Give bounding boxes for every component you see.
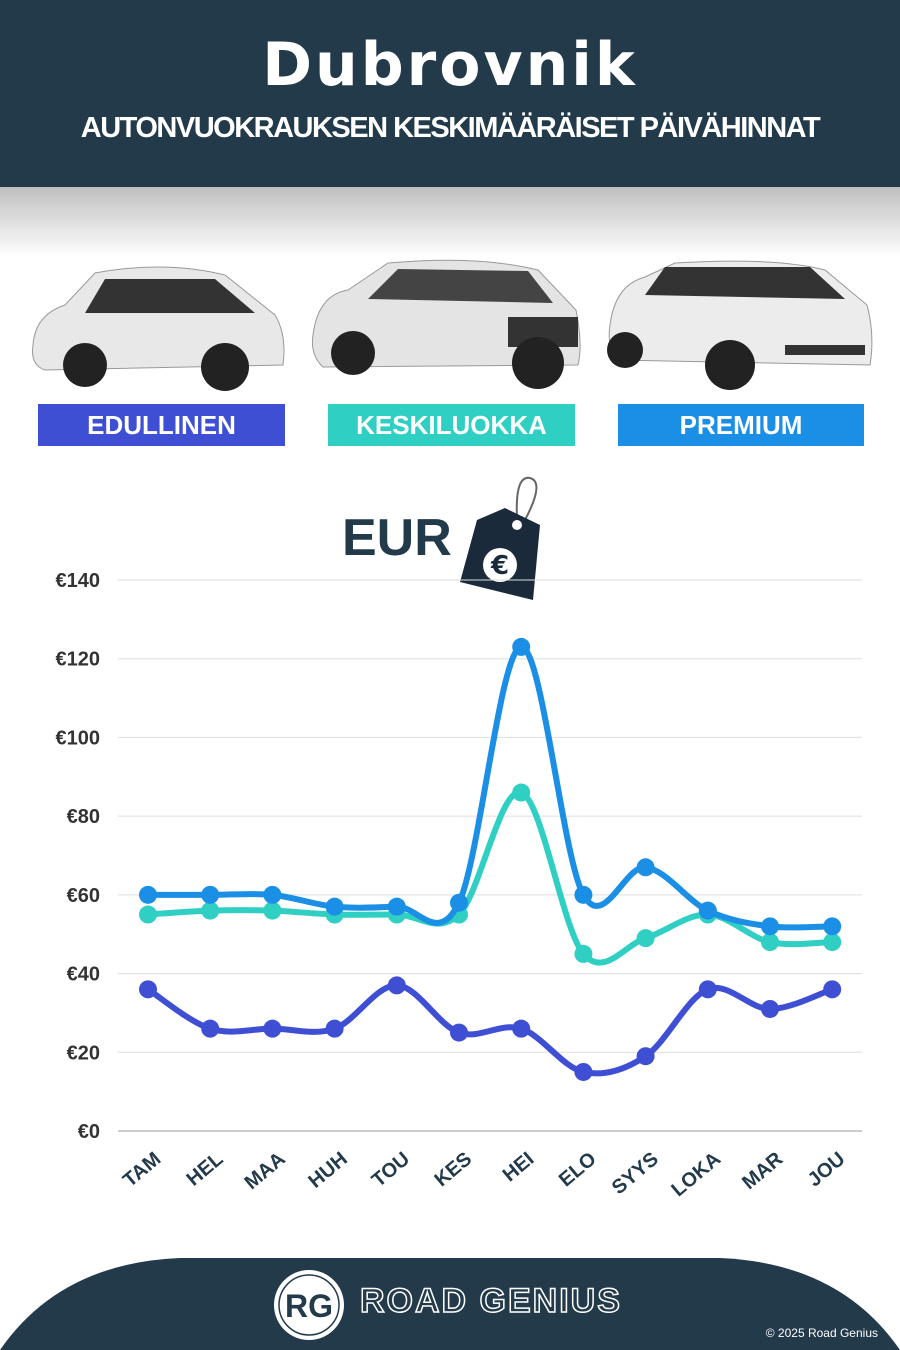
data-point bbox=[698, 901, 717, 920]
series-line-keskiluokka bbox=[145, 789, 836, 966]
data-point bbox=[139, 885, 157, 904]
data-point bbox=[263, 1019, 282, 1038]
line-chart: €0 €20 €40 €60 €80 €100 €120 €140 TAM HEL MAA HUH TO… bbox=[56, 570, 862, 1201]
y-tick-label: €60 bbox=[67, 885, 100, 907]
data-point bbox=[325, 897, 344, 916]
data-point bbox=[823, 917, 842, 936]
data-point bbox=[823, 933, 842, 952]
data-point bbox=[387, 897, 406, 916]
footer bbox=[0, 1258, 900, 1350]
data-point bbox=[201, 1019, 220, 1038]
data-point bbox=[387, 976, 406, 995]
economy-car-image bbox=[32, 266, 285, 391]
y-tick-label: €80 bbox=[67, 806, 100, 828]
page-subtitle: AUTONVUOKRAUKSEN KESKIMÄÄRÄISET PÄIVÄHIN… bbox=[80, 112, 821, 144]
data-point bbox=[139, 980, 157, 999]
x-tick-label: TAM bbox=[119, 1148, 165, 1192]
data-point bbox=[574, 885, 593, 904]
x-tick-label: MAR bbox=[738, 1148, 787, 1194]
currency-label: EUR bbox=[342, 509, 452, 567]
x-tick-label: TOU bbox=[368, 1148, 414, 1192]
copyright: © 2025 Road Genius bbox=[765, 1326, 878, 1340]
data-point bbox=[574, 944, 593, 963]
data-point bbox=[761, 933, 779, 952]
data-point bbox=[574, 1062, 593, 1081]
data-point bbox=[263, 901, 282, 920]
euro-icon: € bbox=[483, 548, 517, 582]
svg-text:RG: RG bbox=[285, 1288, 333, 1324]
y-tick-label: €140 bbox=[56, 570, 101, 592]
midsize-car-image bbox=[312, 259, 581, 389]
data-point bbox=[698, 980, 717, 999]
x-tick-label: HUH bbox=[304, 1148, 351, 1193]
y-tick-label: €100 bbox=[56, 727, 101, 749]
x-tick-label: HEI bbox=[499, 1148, 539, 1186]
price-tag-icon: € bbox=[460, 476, 540, 600]
data-point bbox=[201, 885, 220, 904]
data-point bbox=[636, 858, 655, 877]
data-point bbox=[263, 885, 282, 904]
data-point bbox=[512, 637, 531, 656]
x-tick-label: MAA bbox=[241, 1148, 290, 1194]
x-tick-label: LOKA bbox=[667, 1148, 725, 1201]
x-tick-label: SYYS bbox=[608, 1148, 663, 1199]
data-point bbox=[450, 893, 468, 912]
data-point bbox=[761, 917, 779, 936]
page-title: Dubrovnik bbox=[262, 30, 638, 100]
x-tick-label: ELO bbox=[555, 1148, 601, 1191]
data-point bbox=[139, 905, 157, 924]
x-tick-label: HEL bbox=[183, 1148, 228, 1191]
y-tick-label: €40 bbox=[67, 964, 100, 986]
premium-car-image bbox=[607, 260, 873, 390]
series-line-premium bbox=[145, 643, 836, 931]
y-tick-label: €0 bbox=[78, 1121, 100, 1143]
legend-premium: PREMIUM bbox=[618, 404, 864, 446]
data-point bbox=[636, 929, 655, 948]
legend-midsize: KESKILUOKKA bbox=[328, 404, 575, 446]
x-tick-label: JOU bbox=[804, 1148, 850, 1191]
logo: RG bbox=[274, 1270, 344, 1340]
header-shadow bbox=[0, 187, 900, 257]
data-point bbox=[512, 783, 531, 802]
data-point bbox=[823, 980, 842, 999]
data-point bbox=[201, 901, 220, 920]
svg-text:€: € bbox=[490, 551, 509, 581]
data-point bbox=[761, 999, 779, 1018]
header: Dubrovnik AUTONVUOKRAUKSEN KESKIMÄÄRÄISE… bbox=[0, 0, 900, 187]
series-line-edullinen bbox=[145, 982, 836, 1077]
brand-name: ROAD GENIUS bbox=[359, 1281, 622, 1321]
y-tick-label: €120 bbox=[56, 649, 101, 671]
data-point bbox=[512, 1019, 531, 1038]
legend-economy: EDULLINEN bbox=[38, 404, 285, 446]
y-tick-label: €20 bbox=[67, 1042, 100, 1064]
data-point bbox=[450, 1023, 468, 1042]
x-tick-label: KES bbox=[431, 1148, 477, 1191]
data-point bbox=[325, 1019, 344, 1038]
data-point bbox=[636, 1047, 655, 1066]
